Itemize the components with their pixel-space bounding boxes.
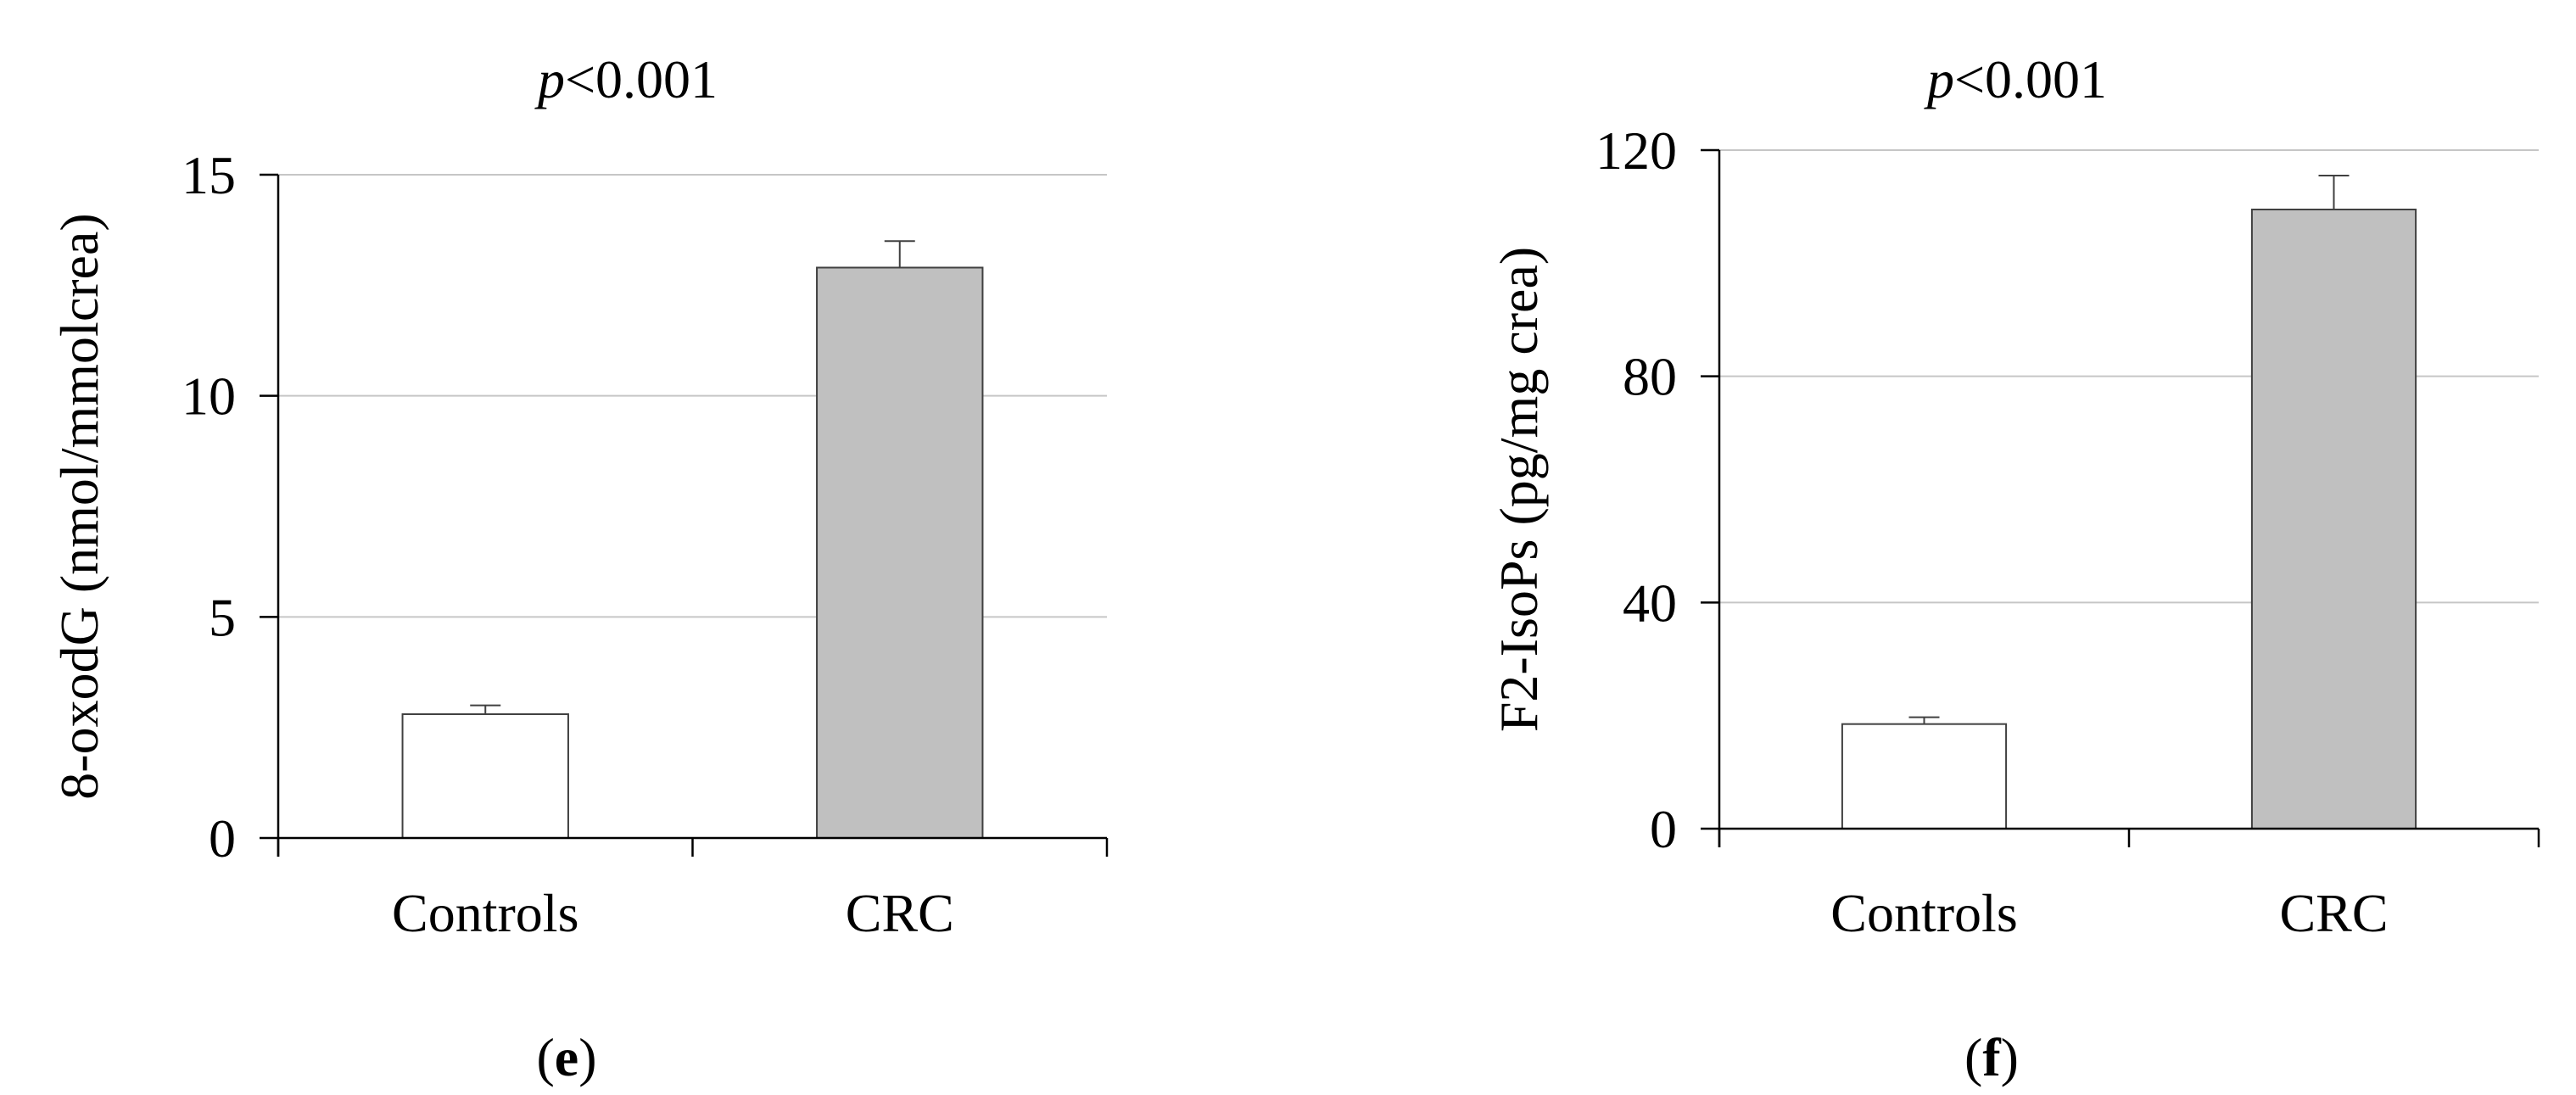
title-rest: <0.001 — [1954, 49, 2107, 109]
panel-label-open: ( — [1964, 1027, 1982, 1087]
panel-label-open: ( — [536, 1027, 554, 1087]
title-italic-p: p — [1924, 49, 1954, 109]
chart-panel-f: Controls CRC 0 40 80 120 F2-IsoPs (pg/mg crea)… — [1489, 49, 2540, 1087]
category-label: CRC — [846, 883, 954, 943]
panel-label-close: ) — [2001, 1027, 2019, 1087]
category-label: Controls — [392, 883, 578, 943]
chart-title: p<0.001 — [534, 49, 718, 109]
bar-crc — [816, 266, 984, 840]
bar-crc — [2250, 209, 2417, 830]
panel-label: (e) — [536, 1027, 596, 1087]
y-tick-label: 120 — [1595, 120, 1677, 181]
category-label: Controls — [1830, 883, 2017, 943]
bar-controls — [1841, 723, 2008, 830]
panel-label-letter: f — [1982, 1027, 2001, 1087]
y-tick-label: 15 — [182, 145, 236, 205]
y-tick-label: 5 — [209, 587, 236, 647]
y-axis-label: F2-IsoPs (pg/mg crea) — [1489, 247, 1549, 732]
chart-panel-e: Controls CRC 0 5 10 15 8-oxodG (nmol/mmolcrea)… — [49, 49, 1109, 1087]
y-tick-label: 40 — [1623, 573, 1677, 633]
chart-title: p<0.001 — [1924, 49, 2107, 109]
y-tick-label: 10 — [182, 366, 236, 427]
y-tick-label: 80 — [1623, 347, 1677, 407]
y-tick-label: 0 — [209, 808, 236, 869]
panel-label: (f) — [1964, 1027, 2019, 1087]
panel-label-letter: e — [555, 1027, 578, 1087]
title-italic-p: p — [534, 49, 565, 109]
title-rest: <0.001 — [565, 49, 718, 109]
bar-controls — [401, 713, 569, 839]
y-tick-label: 0 — [1650, 799, 1677, 859]
category-label: CRC — [2279, 883, 2388, 943]
panel-label-close: ) — [578, 1027, 596, 1087]
y-axis-label: 8-oxodG (nmol/mmolcrea) — [49, 213, 109, 799]
